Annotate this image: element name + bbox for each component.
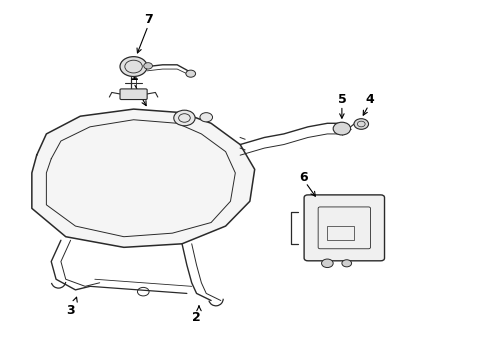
Text: 3: 3 (66, 304, 75, 317)
Circle shape (342, 260, 352, 267)
FancyBboxPatch shape (120, 89, 147, 100)
Circle shape (333, 122, 351, 135)
Circle shape (321, 259, 333, 267)
Polygon shape (32, 109, 255, 247)
Text: 7: 7 (144, 13, 152, 26)
Text: 4: 4 (366, 93, 374, 105)
Circle shape (200, 113, 213, 122)
Text: 1: 1 (129, 69, 138, 82)
Text: 2: 2 (192, 311, 201, 324)
Circle shape (174, 110, 195, 126)
Circle shape (144, 63, 152, 69)
Text: 6: 6 (299, 171, 307, 184)
Text: 5: 5 (338, 93, 346, 105)
FancyBboxPatch shape (304, 195, 385, 261)
Circle shape (186, 70, 196, 77)
Circle shape (354, 119, 368, 129)
Bar (327, 226, 354, 240)
Circle shape (120, 57, 147, 77)
